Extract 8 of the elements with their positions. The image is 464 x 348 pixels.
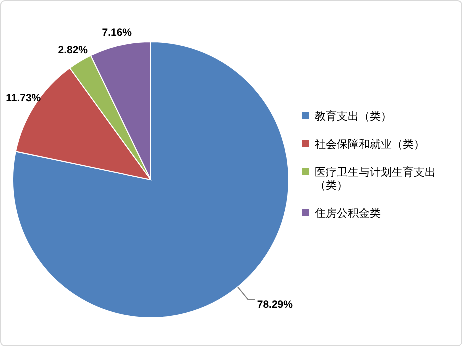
data-label: 7.16%: [102, 27, 133, 40]
data-label: 11.73%: [6, 92, 42, 104]
legend-label: 医疗卫生与计划生育支出（类）: [315, 166, 436, 192]
legend-label: 住房公积金类: [315, 207, 381, 220]
legend-label: 教育支出（类）: [315, 110, 392, 123]
data-label: 78.29%: [257, 298, 294, 311]
data-label: 2.82%: [58, 44, 89, 57]
legend-label: 社会保障和就业（类）: [315, 138, 425, 151]
